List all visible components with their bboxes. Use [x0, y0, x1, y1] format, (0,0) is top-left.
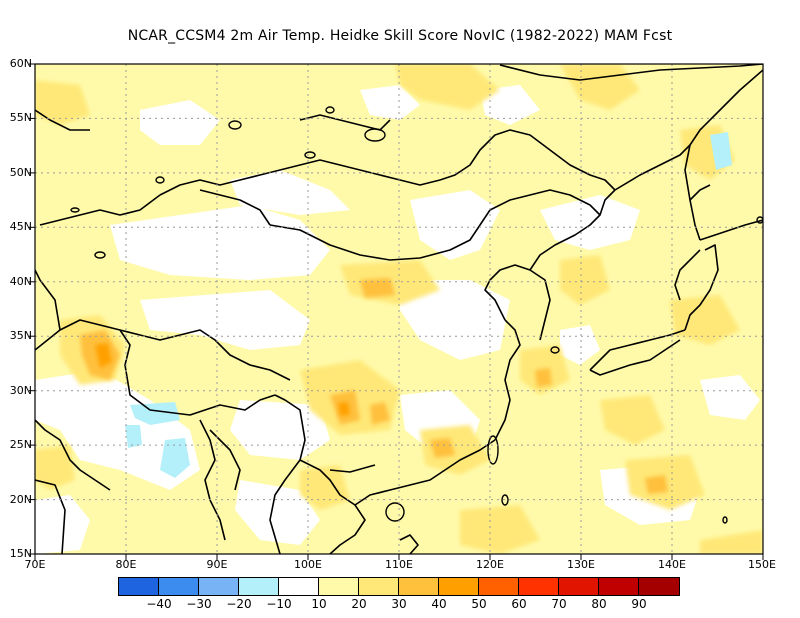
lon-label-120e: 120E: [476, 558, 504, 571]
colorbar-label: 30: [391, 597, 407, 611]
colorbar-label: −10: [266, 597, 292, 611]
lat-label-60n: 60N: [9, 57, 32, 70]
lat-label-35n: 35N: [9, 329, 32, 342]
coastlines: [35, 64, 763, 554]
lat-label-55n: 55N: [9, 111, 32, 124]
lat-label-40n: 40N: [9, 275, 32, 288]
colorbar-swatch: [639, 578, 679, 595]
map-title: NCAR_CCSM4 2m Air Temp. Heidke Skill Sco…: [127, 28, 673, 44]
colorbar-label: 80: [591, 597, 607, 611]
colorbar: [118, 577, 680, 596]
lat-label-20n: 20N: [9, 493, 32, 506]
colorbar-swatch: [439, 578, 479, 595]
gridlines: [35, 64, 763, 554]
colorbar-label: −40: [146, 597, 172, 611]
colorbar-swatch: [559, 578, 599, 595]
colorbar-swatch: [159, 578, 199, 595]
lon-label-80e: 80E: [115, 558, 137, 571]
lat-label-15n: 15N: [9, 547, 32, 560]
lat-label-50n: 50N: [9, 166, 32, 179]
lon-label-100e: 100E: [294, 558, 322, 571]
colorbar-label: 40: [431, 597, 447, 611]
colorbar-label: −20: [226, 597, 252, 611]
colorbar-swatch: [399, 578, 439, 595]
colorbar-label: 20: [351, 597, 367, 611]
lon-label-150e: 150E: [748, 558, 776, 571]
colorbar-label: 90: [631, 597, 647, 611]
colorbar-swatch: [319, 578, 359, 595]
colorbar-swatch: [479, 578, 519, 595]
lat-label-25n: 25N: [9, 438, 32, 451]
lon-label-140e: 140E: [658, 558, 686, 571]
lat-label-30n: 30N: [9, 384, 32, 397]
lat-label-45n: 45N: [9, 220, 32, 233]
colorbar-label: 10: [311, 597, 327, 611]
colorbar-swatch: [239, 578, 279, 595]
colorbar-swatch: [199, 578, 239, 595]
lon-label-90e: 90E: [206, 558, 228, 571]
colorbar-swatch: [119, 578, 159, 595]
colorbar-label: 60: [511, 597, 527, 611]
lon-label-130e: 130E: [567, 558, 595, 571]
colorbar-label: 70: [551, 597, 567, 611]
colorbar-label: 50: [471, 597, 487, 611]
axis-ticks: [29, 63, 764, 560]
score-40-50-regions: [95, 343, 350, 416]
colorbar-label: −30: [186, 597, 212, 611]
colorbar-swatch: [279, 578, 319, 595]
colorbar-swatch: [519, 578, 559, 595]
colorbar-swatch: [599, 578, 639, 595]
negative-score-regions: [125, 132, 732, 478]
lon-label-110e: 110E: [385, 558, 413, 571]
no-skill-regions: [35, 85, 760, 554]
colorbar-swatch: [359, 578, 399, 595]
lon-label-70e: 70E: [24, 558, 46, 571]
score-field: [35, 64, 763, 554]
islands-and-lakes: [70, 106, 763, 524]
